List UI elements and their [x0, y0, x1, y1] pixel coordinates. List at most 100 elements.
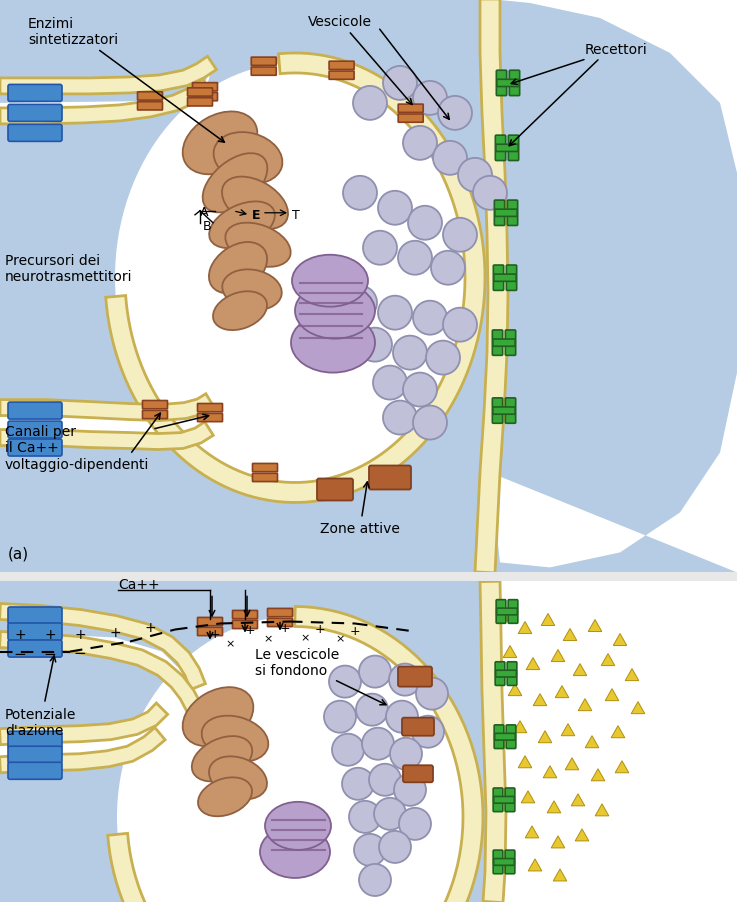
Text: E: E [252, 208, 260, 222]
FancyBboxPatch shape [198, 618, 223, 626]
FancyBboxPatch shape [497, 80, 519, 87]
Circle shape [373, 366, 407, 400]
FancyBboxPatch shape [8, 623, 62, 640]
Text: −: − [13, 647, 27, 661]
Polygon shape [513, 721, 527, 733]
Polygon shape [551, 649, 565, 662]
Polygon shape [0, 422, 213, 450]
Polygon shape [538, 731, 552, 743]
Ellipse shape [198, 778, 252, 816]
Circle shape [389, 664, 421, 695]
Ellipse shape [183, 687, 254, 746]
FancyBboxPatch shape [402, 718, 434, 736]
FancyBboxPatch shape [253, 474, 278, 482]
Polygon shape [553, 869, 567, 881]
Circle shape [332, 734, 364, 766]
Text: +: + [109, 625, 121, 639]
FancyBboxPatch shape [142, 401, 167, 410]
FancyBboxPatch shape [495, 725, 504, 749]
FancyBboxPatch shape [496, 145, 518, 152]
Circle shape [403, 373, 437, 407]
Circle shape [383, 401, 417, 435]
Circle shape [413, 406, 447, 440]
Text: +: + [44, 627, 56, 640]
Circle shape [356, 694, 388, 726]
Circle shape [363, 232, 397, 265]
Ellipse shape [209, 243, 267, 294]
Polygon shape [0, 728, 165, 773]
FancyBboxPatch shape [493, 340, 515, 347]
Circle shape [378, 191, 412, 226]
FancyBboxPatch shape [507, 201, 517, 226]
Ellipse shape [117, 617, 473, 902]
Ellipse shape [292, 255, 368, 308]
Circle shape [412, 716, 444, 748]
Polygon shape [528, 859, 542, 871]
Polygon shape [0, 631, 190, 695]
Text: +: + [210, 627, 220, 640]
Polygon shape [0, 582, 737, 902]
FancyBboxPatch shape [506, 331, 516, 356]
Polygon shape [498, 609, 511, 621]
Circle shape [362, 728, 394, 759]
Polygon shape [509, 684, 522, 695]
Polygon shape [0, 394, 214, 421]
FancyBboxPatch shape [493, 266, 503, 291]
Polygon shape [480, 582, 506, 902]
Text: Precursori dei
neurotrasmettitori: Precursori dei neurotrasmettitori [5, 253, 133, 283]
FancyBboxPatch shape [494, 275, 516, 282]
Polygon shape [490, 0, 737, 573]
Polygon shape [108, 607, 483, 902]
Polygon shape [565, 758, 579, 770]
FancyBboxPatch shape [398, 667, 432, 686]
Text: (a): (a) [8, 546, 29, 561]
Ellipse shape [260, 826, 330, 878]
FancyBboxPatch shape [198, 414, 223, 422]
Circle shape [438, 97, 472, 131]
Ellipse shape [202, 716, 268, 762]
Polygon shape [611, 726, 625, 738]
Polygon shape [518, 621, 532, 634]
FancyBboxPatch shape [398, 105, 423, 114]
Circle shape [353, 87, 387, 121]
FancyBboxPatch shape [142, 411, 167, 419]
FancyBboxPatch shape [495, 136, 506, 161]
FancyBboxPatch shape [251, 68, 276, 76]
FancyBboxPatch shape [509, 136, 519, 161]
Circle shape [443, 218, 477, 253]
Polygon shape [525, 826, 539, 838]
FancyBboxPatch shape [232, 611, 257, 619]
Circle shape [431, 252, 465, 285]
Text: ×: × [300, 633, 310, 643]
FancyBboxPatch shape [497, 609, 517, 615]
Polygon shape [588, 620, 602, 631]
FancyBboxPatch shape [495, 210, 517, 217]
Circle shape [379, 831, 411, 863]
Ellipse shape [291, 313, 375, 373]
Circle shape [374, 798, 406, 830]
FancyBboxPatch shape [268, 609, 293, 617]
Polygon shape [0, 704, 167, 745]
Text: ×: × [226, 639, 234, 649]
Polygon shape [420, 582, 490, 902]
Text: A: A [200, 206, 209, 218]
Polygon shape [518, 756, 532, 768]
Ellipse shape [203, 154, 268, 213]
FancyBboxPatch shape [506, 725, 516, 749]
Polygon shape [503, 646, 517, 658]
FancyBboxPatch shape [8, 439, 62, 456]
Circle shape [358, 328, 392, 363]
Text: −: − [74, 645, 86, 660]
FancyBboxPatch shape [496, 71, 506, 97]
FancyBboxPatch shape [403, 766, 433, 782]
Ellipse shape [295, 283, 375, 339]
Polygon shape [591, 769, 605, 781]
FancyBboxPatch shape [8, 421, 62, 438]
Text: +: + [245, 623, 255, 636]
Text: Ca++: Ca++ [118, 578, 160, 592]
FancyBboxPatch shape [492, 399, 503, 424]
Text: −: − [43, 647, 56, 661]
FancyBboxPatch shape [268, 619, 293, 627]
FancyBboxPatch shape [495, 733, 515, 741]
Polygon shape [0, 631, 202, 713]
